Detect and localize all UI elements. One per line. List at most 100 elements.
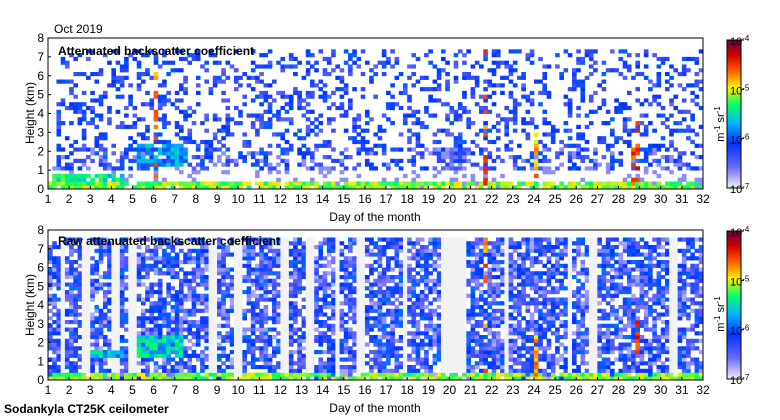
backscatter-cell	[495, 181, 501, 186]
backscatter-cell	[115, 331, 121, 336]
backscatter-cell	[305, 271, 311, 276]
backscatter-cell	[259, 64, 264, 69]
backscatter-cell	[212, 252, 218, 257]
backscatter-cell	[115, 248, 121, 253]
backscatter-cell	[407, 357, 412, 362]
backscatter-cell	[441, 282, 446, 287]
backscatter-cell	[179, 301, 184, 306]
backscatter-cell	[276, 305, 281, 310]
backscatter-cell	[614, 98, 619, 103]
backscatter-cell	[529, 185, 535, 190]
backscatter-cell	[398, 290, 404, 295]
backscatter-cell	[107, 301, 112, 306]
backscatter-cell	[284, 139, 290, 145]
backscatter-cell	[263, 271, 269, 276]
backscatter-cell	[348, 271, 353, 276]
backscatter-cell	[601, 71, 607, 77]
backscatter-cell	[191, 297, 197, 302]
backscatter-cell	[542, 147, 548, 152]
backscatter-cell	[271, 368, 277, 373]
backscatter-cell	[56, 376, 62, 381]
backscatter-cell	[407, 185, 412, 190]
backscatter-cell	[166, 376, 171, 381]
backscatter-cell	[318, 245, 324, 250]
backscatter-cell	[191, 53, 197, 58]
backscatter-cell	[533, 185, 539, 190]
backscatter-cell	[356, 151, 362, 156]
backscatter-cell	[343, 166, 349, 171]
backscatter-cell	[690, 139, 695, 145]
backscatter-cell	[246, 271, 252, 276]
backscatter-cell	[128, 323, 133, 328]
backscatter-cell	[170, 350, 176, 355]
backscatter-cell	[487, 128, 493, 133]
backscatter-cell	[402, 320, 408, 325]
backscatter-cell	[310, 350, 315, 355]
backscatter-cell	[255, 64, 260, 69]
backscatter-cell	[343, 177, 349, 182]
backscatter-cell	[119, 376, 125, 381]
backscatter-cell	[436, 98, 442, 103]
backscatter-cell	[593, 158, 598, 163]
backscatter-cell	[90, 237, 95, 242]
backscatter-cell	[259, 79, 264, 84]
backscatter-cell	[267, 342, 273, 347]
backscatter-cell	[60, 320, 66, 325]
backscatter-cell	[191, 166, 197, 171]
backscatter-cell	[411, 241, 417, 246]
backscatter-cell	[407, 241, 412, 246]
backscatter-cell	[441, 241, 446, 246]
backscatter-cell	[550, 132, 556, 137]
backscatter-cell	[204, 365, 209, 370]
backscatter-cell	[360, 241, 366, 246]
backscatter-cell	[149, 282, 155, 287]
backscatter-cell	[301, 267, 307, 272]
backscatter-cell	[225, 248, 231, 253]
backscatter-cell	[250, 60, 256, 65]
backscatter-cell	[377, 245, 383, 250]
backscatter-cell	[73, 308, 78, 313]
backscatter-cell	[348, 346, 353, 351]
backscatter-cell	[424, 275, 429, 280]
backscatter-cell	[331, 68, 336, 73]
backscatter-cell	[428, 286, 433, 291]
backscatter-cell	[64, 308, 70, 313]
backscatter-cell	[322, 83, 328, 88]
backscatter-cell	[183, 113, 188, 118]
backscatter-cell	[221, 162, 226, 167]
backscatter-cell	[128, 166, 133, 171]
backscatter-cell	[364, 353, 370, 358]
backscatter-cell	[567, 151, 573, 156]
backscatter-cell	[153, 132, 159, 137]
backscatter-cell	[115, 323, 121, 328]
backscatter-cell	[102, 271, 108, 276]
backscatter-cell	[115, 124, 121, 129]
backscatter-cell	[686, 109, 691, 114]
backscatter-cell	[233, 121, 239, 126]
backscatter-cell	[639, 132, 645, 137]
backscatter-cell	[517, 143, 522, 148]
backscatter-cell	[360, 361, 366, 366]
backscatter-cell	[233, 376, 239, 381]
backscatter-cell	[111, 260, 117, 265]
backscatter-cell	[174, 353, 180, 358]
backscatter-cell	[233, 87, 239, 92]
backscatter-cell	[166, 260, 171, 265]
backscatter-cell	[136, 49, 142, 54]
backscatter-cell	[288, 286, 294, 291]
backscatter-cell	[681, 117, 687, 122]
backscatter-cell	[90, 263, 95, 268]
backscatter-cell	[305, 147, 311, 152]
backscatter-cell	[64, 237, 70, 242]
backscatter-cell	[94, 124, 100, 129]
backscatter-cell	[132, 256, 138, 261]
backscatter-cell	[453, 271, 459, 276]
backscatter-cell	[174, 297, 180, 302]
backscatter-cell	[174, 105, 180, 111]
backscatter-cell	[390, 376, 395, 381]
backscatter-cell	[508, 71, 514, 77]
backscatter-cell	[94, 346, 100, 351]
backscatter-cell	[339, 105, 345, 111]
backscatter-cell	[352, 353, 357, 358]
backscatter-cell	[225, 124, 231, 129]
